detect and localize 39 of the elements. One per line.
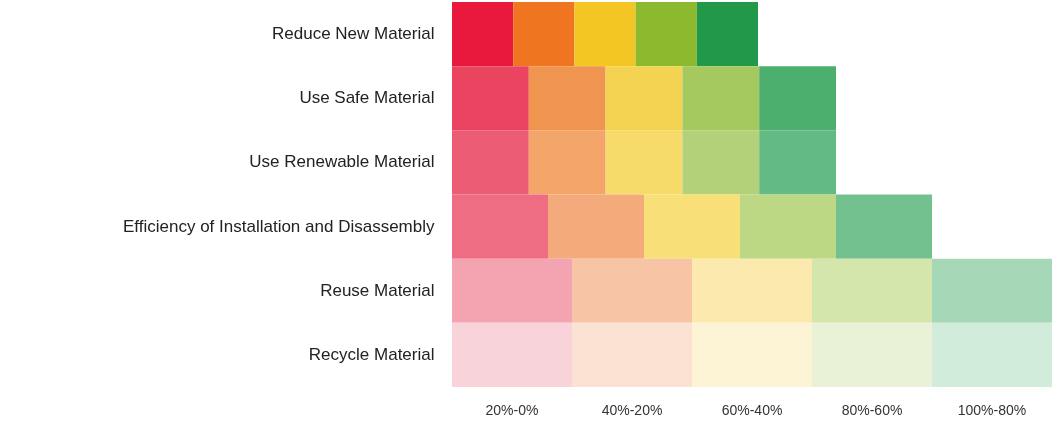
series-label: 100%-80% xyxy=(957,402,1027,418)
bar xyxy=(812,258,932,323)
bar xyxy=(452,322,572,387)
series-label: 60%-40% xyxy=(721,402,783,418)
y-tick-label: Recycle Material xyxy=(308,344,435,364)
bar xyxy=(452,194,548,259)
y-tick-label: Reduce New Material xyxy=(271,24,435,44)
y-tick-label: Reuse Material xyxy=(320,280,435,300)
bar xyxy=(572,258,692,323)
bar xyxy=(759,130,836,195)
y-tick-label: Use Renewable Material xyxy=(249,152,435,172)
bar xyxy=(696,2,758,67)
bar xyxy=(528,66,606,131)
bar xyxy=(692,258,812,323)
y-tick-label: Use Safe Material xyxy=(299,88,435,108)
bar xyxy=(572,322,692,387)
bar xyxy=(932,258,1052,323)
bar xyxy=(812,322,932,387)
y-tick-label: Efficiency of Installation and Disassembly xyxy=(122,216,435,236)
bar xyxy=(605,66,683,131)
bar xyxy=(682,66,760,131)
bar xyxy=(692,322,812,387)
bar xyxy=(452,66,529,131)
bar xyxy=(635,2,697,67)
bar xyxy=(528,130,606,195)
bar xyxy=(452,258,572,323)
bar xyxy=(836,194,932,259)
bar xyxy=(452,130,529,195)
bar xyxy=(452,2,514,67)
bar xyxy=(513,2,575,67)
bar xyxy=(759,66,836,131)
bar xyxy=(644,194,740,259)
bar xyxy=(548,194,644,259)
bar xyxy=(574,2,636,67)
series-label: 40%-20% xyxy=(601,402,663,418)
bar xyxy=(932,322,1052,387)
bar xyxy=(605,130,683,195)
series-label: 80%-60% xyxy=(841,402,903,418)
series-label: 20%-0% xyxy=(485,402,539,418)
